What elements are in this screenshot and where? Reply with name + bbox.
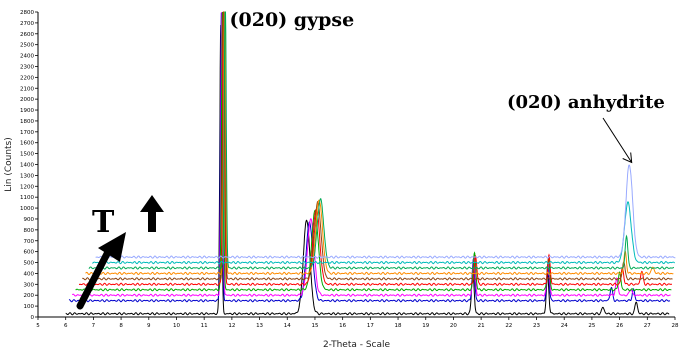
y-tick-label: 1700 <box>20 130 34 136</box>
x-tick-label: 15 <box>311 323 318 329</box>
stack-direction-arrow-line <box>76 244 114 310</box>
y-tick-label: 200 <box>24 293 35 299</box>
x-tick-label: 21 <box>478 323 485 329</box>
x-tick-label: 9 <box>147 323 151 329</box>
y-tick-label: 1900 <box>20 108 34 114</box>
annotation-temperature: T <box>92 205 115 240</box>
x-tick-label: 13 <box>256 323 263 329</box>
y-tick-label: 900 <box>24 217 35 223</box>
y-tick-label: 500 <box>24 261 35 267</box>
x-tick-label: 28 <box>672 323 679 329</box>
annotation-gypse: (020) gypse <box>230 9 355 31</box>
x-tick-label: 27 <box>644 323 651 329</box>
y-tick-label: 2200 <box>20 75 34 81</box>
y-tick-label: 2300 <box>20 64 34 70</box>
y-tick-label: 100 <box>24 304 35 310</box>
y-tick-label: 800 <box>24 228 35 234</box>
series-line-5 <box>79 11 672 286</box>
y-tick-label: 2500 <box>20 43 34 49</box>
x-tick-label: 18 <box>395 323 402 329</box>
y-tick-label: 1100 <box>20 195 34 201</box>
x-tick-label: 14 <box>284 323 291 329</box>
anhydrite-pointer-line <box>602 117 633 163</box>
series-line-1 <box>65 24 670 316</box>
series-line-8 <box>88 11 675 270</box>
y-tick-label: 300 <box>24 282 35 288</box>
y-tick-label: 2000 <box>20 97 34 103</box>
x-tick-label: 17 <box>367 323 374 329</box>
y-tick-label: 2400 <box>20 54 34 60</box>
y-tick-label: 2800 <box>20 10 34 16</box>
y-tick-label: 1200 <box>20 184 34 190</box>
x-tick-label: 10 <box>173 323 180 329</box>
x-tick-label: 24 <box>561 323 568 329</box>
anhydrite-pointer-head <box>622 152 633 164</box>
x-tick-labels: 5 6 7 8 9 10 11 12 13 14 15 16 17 18 19 20 21 22 23 24 25 26 2… <box>36 317 679 329</box>
y-tick-label: 700 <box>24 239 35 245</box>
y-tick-label: 2600 <box>20 32 34 38</box>
x-tick-label: 23 <box>533 323 540 329</box>
x-tick-label: 5 <box>36 323 40 329</box>
y-tick-label: 2700 <box>20 21 34 27</box>
series-group <box>65 11 676 316</box>
x-tick-label: 20 <box>450 323 457 329</box>
y-tick-label: 1400 <box>20 163 34 169</box>
x-tick-label: 16 <box>339 323 346 329</box>
x-tick-label: 7 <box>92 323 96 329</box>
y-tick-label: 0 <box>31 315 35 321</box>
annotation-anhydrite: (020) anhydrite <box>507 92 665 113</box>
x-tick-label: 19 <box>422 323 429 329</box>
y-tick-labels: 0 100 200 300 400 500 600 700 800 900 1000 1100 1200… <box>20 10 38 321</box>
x-tick-label: 22 <box>505 323 512 329</box>
y-tick-label: 1600 <box>20 141 34 147</box>
x-axis-label: 2-Theta - Scale <box>323 340 391 350</box>
series-line-3 <box>71 11 671 297</box>
x-tick-label: 26 <box>616 323 623 329</box>
x-tick-label: 6 <box>64 323 68 329</box>
stack-direction-arrow-head <box>98 232 126 262</box>
x-tick-label: 8 <box>119 323 123 329</box>
series-line-9 <box>92 201 675 265</box>
up-arrow-icon <box>140 195 164 232</box>
y-tick-label: 1800 <box>20 119 34 125</box>
x-tick-label: 11 <box>201 323 208 329</box>
axes <box>37 12 675 318</box>
x-tick-label: 25 <box>588 323 595 329</box>
series-line-4 <box>75 11 672 292</box>
y-tick-label: 400 <box>24 271 35 277</box>
series-line-6 <box>82 11 673 281</box>
x-tick-label: 12 <box>228 323 235 329</box>
y-tick-label: 1500 <box>20 152 34 158</box>
series-line-7 <box>85 11 674 276</box>
y-tick-label: 600 <box>24 250 35 256</box>
y-axis-label: Lin (Counts) <box>4 137 14 192</box>
series-line-10 <box>95 164 676 259</box>
y-tick-label: 1000 <box>20 206 34 212</box>
y-tick-label: 2100 <box>20 86 34 92</box>
y-tick-label: 1300 <box>20 173 34 179</box>
series-line-2 <box>68 12 671 303</box>
